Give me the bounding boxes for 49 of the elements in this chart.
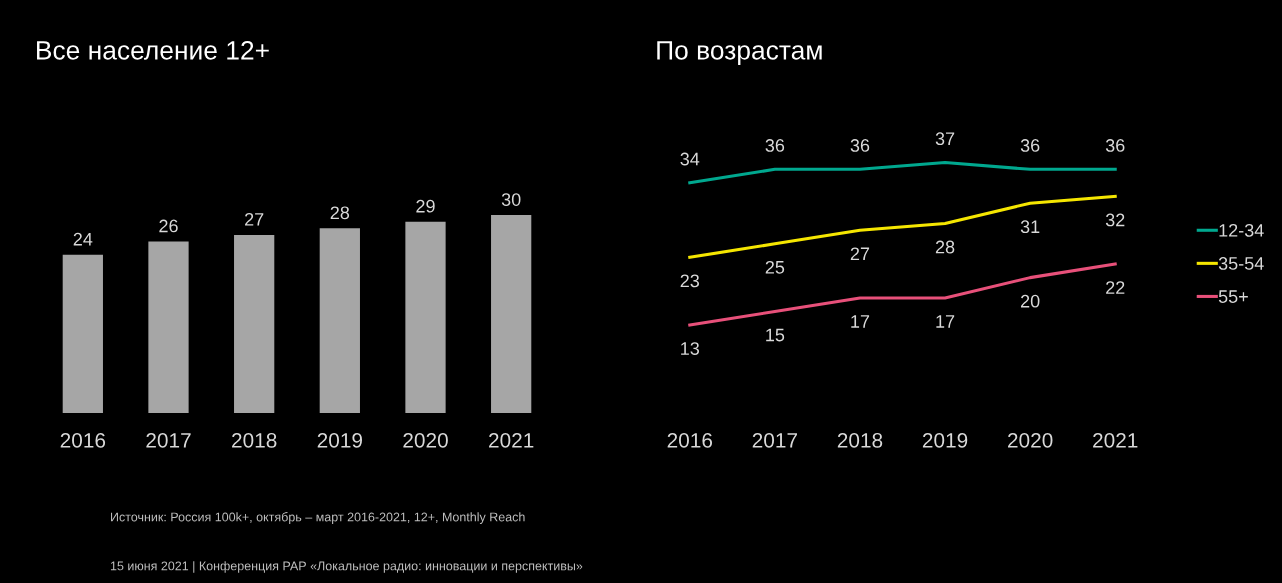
data-label: 22 (1106, 281, 1125, 294)
x-tick-label: 2017 (752, 432, 797, 448)
x-tick-label: 2021 (489, 432, 534, 448)
bar (491, 215, 532, 413)
chart-title: Все население 12+ (37, 40, 269, 60)
bar (234, 234, 275, 413)
data-label: 37 (935, 132, 955, 146)
data-label: 13 (681, 342, 700, 355)
x-tick-label: 2016 (60, 432, 106, 448)
data-label: 26 (159, 219, 178, 233)
x-tick-label: 2020 (1008, 432, 1053, 448)
data-label: 20 (1021, 294, 1040, 308)
text: Источник: Россия 100k+, октябрь – март 2016-2021, 12+, Monthly Reach (111, 512, 525, 524)
legend-label: 35-54 (1218, 257, 1264, 270)
x-tick-label: 2021 (1093, 432, 1138, 448)
legend-label: 12-34 (1219, 223, 1264, 237)
data-label: 17 (851, 315, 870, 328)
bar (319, 228, 360, 413)
data-label: 29 (416, 199, 435, 213)
data-label: 30 (501, 193, 521, 206)
x-tick-label: 2018 (837, 432, 883, 448)
data-label: 28 (935, 240, 955, 254)
data-label: 34 (680, 152, 700, 166)
x-tick-label: 2017 (146, 432, 191, 448)
x-tick-label: 2016 (667, 432, 713, 448)
data-label: 24 (73, 232, 93, 246)
legend-label: 55+ (1218, 290, 1248, 303)
x-tick-label: 2020 (403, 432, 448, 448)
data-label: 17 (936, 315, 955, 328)
bar (148, 241, 189, 413)
data-label: 36 (1020, 139, 1040, 152)
bar (62, 254, 103, 413)
data-label: 36 (850, 139, 870, 152)
x-tick-label: 2019 (317, 432, 363, 448)
data-label: 36 (765, 139, 785, 152)
data-label: 36 (1105, 139, 1125, 152)
bar (405, 221, 446, 413)
data-label: 27 (245, 212, 264, 226)
x-tick-label: 2018 (232, 432, 277, 448)
data-label: 32 (1105, 213, 1125, 227)
data-label: 25 (765, 260, 785, 274)
data-label: 15 (766, 328, 785, 342)
data-label: 28 (330, 206, 350, 220)
data-label: 23 (680, 274, 700, 288)
data-label: 27 (850, 247, 870, 260)
x-tick-label: 2019 (922, 432, 968, 448)
text: 15 июня 2021 | Конференция РАР «Локальное радио: инновации и перспективы» (110, 561, 583, 573)
data-label: 31 (1020, 220, 1040, 234)
chart-title: По возрастам (657, 41, 822, 65)
